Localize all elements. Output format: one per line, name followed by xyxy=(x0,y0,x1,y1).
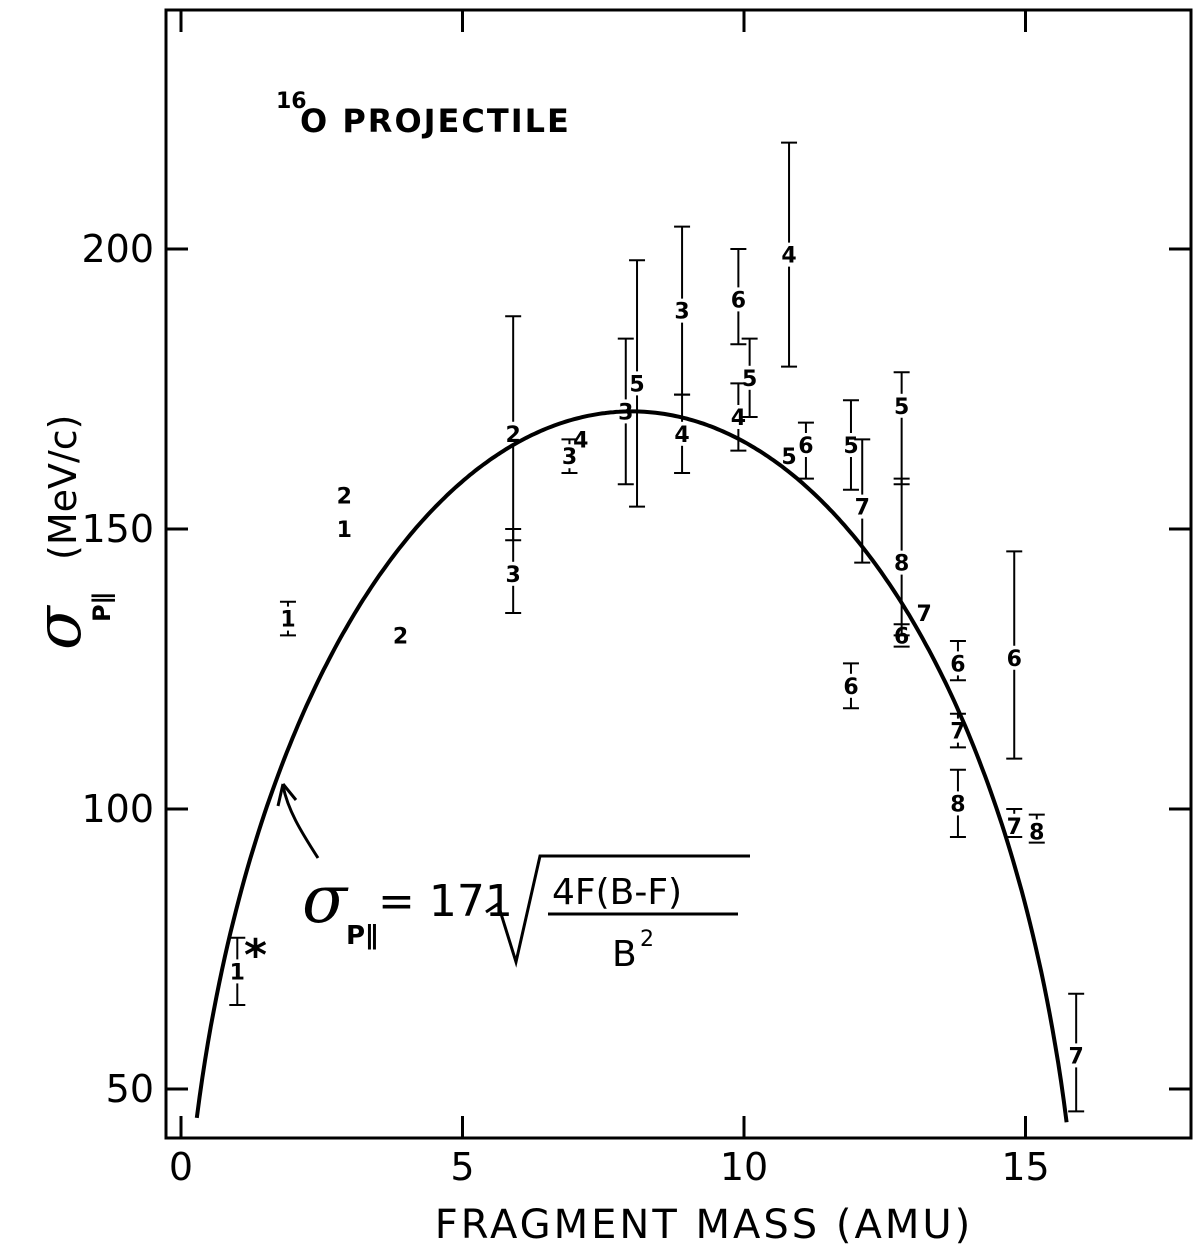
data-point: 1 xyxy=(229,936,246,1006)
y-axis-symbol: σ xyxy=(22,604,96,650)
data-point: 5 xyxy=(893,371,910,486)
point-label: 7 xyxy=(1069,1044,1084,1069)
data-point: 8 xyxy=(949,768,966,838)
x-tick-label: 15 xyxy=(1001,1145,1049,1189)
annotation-superscript: 16 xyxy=(276,89,307,114)
data-point: 7 xyxy=(917,602,932,627)
y-tick-label: 150 xyxy=(81,507,154,551)
data-point: 6 xyxy=(893,623,910,649)
point-label: 7 xyxy=(917,602,932,627)
formula-arrow xyxy=(281,785,320,859)
data-point: 2 xyxy=(393,624,408,649)
point-label: 1 xyxy=(337,518,352,543)
x-axis-title: FRAGMENT MASS (AMU) xyxy=(435,1202,973,1248)
data-point: 4 xyxy=(730,382,747,452)
data-point: 5 xyxy=(842,399,859,491)
point-label: 8 xyxy=(894,552,909,577)
formula-denominator: B xyxy=(612,934,637,975)
formula-numerator: 4F(B-F) xyxy=(552,872,682,913)
x-tick-label: 5 xyxy=(450,1145,474,1189)
projectile-annotation: 16 O PROJECTILE xyxy=(276,89,571,140)
data-point: 5 xyxy=(629,259,646,508)
data-point: 6 xyxy=(842,662,859,710)
data-point: 2 xyxy=(337,484,352,509)
point-label: 8 xyxy=(950,792,965,817)
data-point: 4 xyxy=(781,141,798,368)
data-point: 5 xyxy=(741,337,758,418)
point-label: 4 xyxy=(573,428,588,453)
fit-curve xyxy=(194,409,1069,1123)
data-point: 7 xyxy=(854,438,871,564)
x-tick-label: 0 xyxy=(169,1145,193,1189)
point-label: 1 xyxy=(230,960,245,985)
point-label: 6 xyxy=(1007,647,1022,672)
point-label: 5 xyxy=(843,434,858,459)
point-label: 6 xyxy=(950,652,965,677)
point-label: 3 xyxy=(562,445,577,470)
point-label: 6 xyxy=(894,624,909,649)
point-label: 3 xyxy=(506,563,521,588)
y-tick-label: 100 xyxy=(81,787,154,831)
x-tick-label: 10 xyxy=(720,1145,768,1189)
point-label: 4 xyxy=(674,423,689,448)
data-point: 2 xyxy=(505,315,522,542)
data-point: 1 xyxy=(279,600,296,637)
point-label: 4 xyxy=(731,406,746,431)
point-label: 5 xyxy=(629,372,644,397)
point-label: 3 xyxy=(618,400,633,425)
data-point: 8 xyxy=(1028,813,1045,845)
y-tick-label: 50 xyxy=(106,1067,154,1111)
data-point: 3 xyxy=(505,528,522,614)
fit-formula: σ P∥ = 171 4F(B-F) B 2 xyxy=(276,783,750,975)
point-label: 6 xyxy=(731,288,746,313)
point-label: 7 xyxy=(950,720,965,745)
point-label: 6 xyxy=(798,434,813,459)
point-label: 5 xyxy=(894,395,909,420)
data-point: 6 xyxy=(730,248,747,346)
point-label: 8 xyxy=(1029,820,1044,845)
data-point: 4 xyxy=(573,428,588,453)
annotation-text: O PROJECTILE xyxy=(300,102,571,140)
data-point: 6 xyxy=(797,421,814,480)
asterisk-marker: * xyxy=(244,930,267,981)
data-point: 7 xyxy=(949,712,966,749)
y-axis-subscript: P∥ xyxy=(88,592,116,622)
point-label: 5 xyxy=(742,367,757,392)
data-point: 3 xyxy=(617,337,634,486)
plot-frame xyxy=(164,8,1193,1140)
point-label: 2 xyxy=(393,624,408,649)
y-axis-title: σ P∥ (MeV/c) xyxy=(22,414,116,650)
axis-ticks xyxy=(166,10,1191,1138)
point-label: 7 xyxy=(1007,815,1022,840)
point-label: 2 xyxy=(506,423,521,448)
formula-denominator-sup: 2 xyxy=(640,927,654,952)
formula-lhs-subscript: P∥ xyxy=(346,921,378,951)
data-point: 3 xyxy=(674,225,691,396)
y-tick-label: 200 xyxy=(81,227,154,271)
point-label: 4 xyxy=(781,244,796,269)
data-point: 7 xyxy=(1006,808,1023,840)
data-point: 7 xyxy=(1068,992,1085,1113)
data-point: 4 xyxy=(674,393,691,474)
point-label: 2 xyxy=(337,484,352,509)
data-point: 3 xyxy=(561,438,578,474)
data-point: 5 xyxy=(781,445,796,470)
point-label: 1 xyxy=(280,608,295,633)
y-axis-units: (MeV/c) xyxy=(41,414,85,560)
point-label: 6 xyxy=(843,675,858,700)
point-label: 3 xyxy=(674,300,689,325)
point-label: 5 xyxy=(781,445,796,470)
data-point: 1 xyxy=(337,518,352,543)
formula-radical xyxy=(485,854,750,968)
formula-coefficient: = 171 xyxy=(378,876,513,927)
data-point: 6 xyxy=(949,640,966,682)
formula-lhs-symbol: σ xyxy=(302,861,349,938)
data-point: 8 xyxy=(893,477,910,637)
data-point: 6 xyxy=(1006,550,1023,760)
point-label: 7 xyxy=(855,496,870,521)
